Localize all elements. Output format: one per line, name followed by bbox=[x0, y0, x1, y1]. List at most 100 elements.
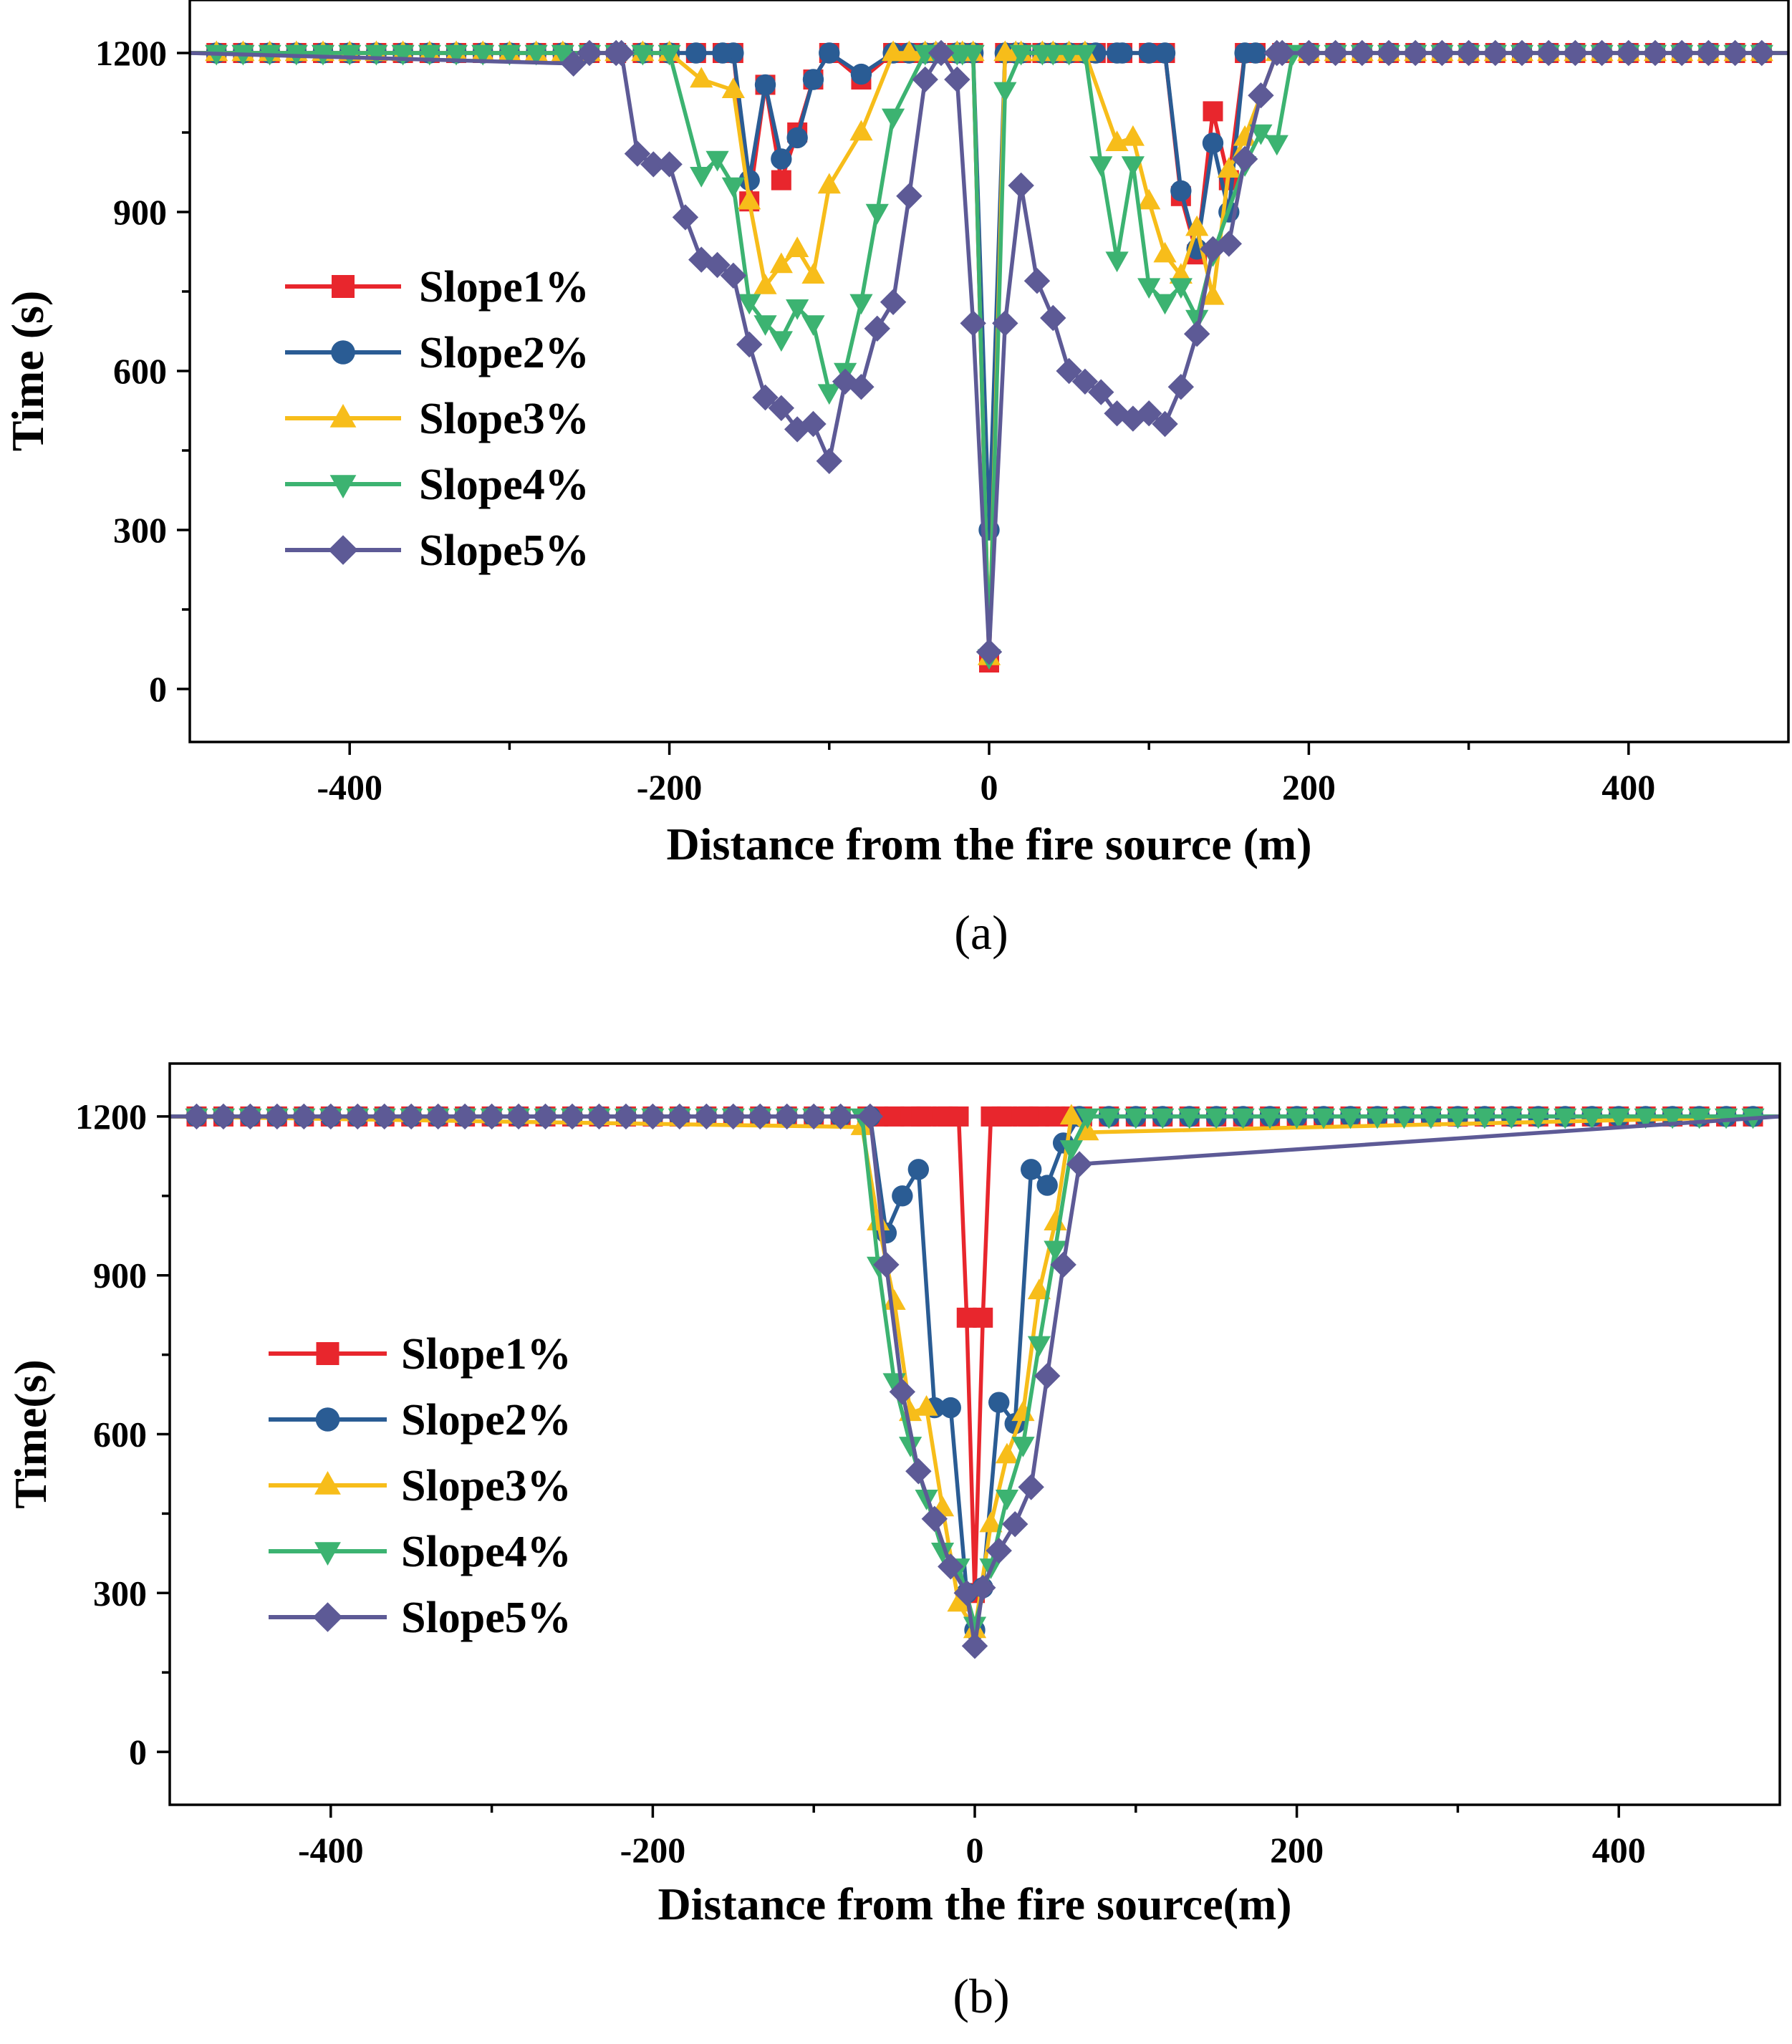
x-tick-label: 0 bbox=[981, 767, 998, 807]
data-point bbox=[736, 331, 763, 358]
y-tick-label: 900 bbox=[113, 192, 167, 232]
data-point bbox=[1349, 39, 1375, 67]
data-point bbox=[930, 1542, 955, 1563]
data-point bbox=[1526, 1108, 1550, 1129]
data-point bbox=[1183, 321, 1210, 347]
data-point bbox=[704, 251, 731, 279]
data-point bbox=[993, 82, 1017, 103]
y-tick-label: 300 bbox=[93, 1573, 147, 1613]
data-point bbox=[1076, 1119, 1099, 1141]
data-point bbox=[988, 1392, 1010, 1413]
legend-marker bbox=[329, 404, 357, 428]
y-tick-label: 0 bbox=[149, 669, 167, 709]
data-point bbox=[672, 204, 699, 231]
y-tick-label: 600 bbox=[113, 351, 167, 391]
y-tick-label: 1200 bbox=[75, 1096, 147, 1137]
data-point bbox=[921, 1505, 948, 1532]
x-tick-label: -400 bbox=[298, 1830, 364, 1870]
data-point bbox=[754, 74, 776, 96]
data-point bbox=[849, 294, 873, 315]
data-point bbox=[753, 315, 777, 336]
data-point bbox=[940, 1397, 961, 1419]
data-point bbox=[1071, 368, 1099, 395]
data-point bbox=[1245, 42, 1266, 64]
data-point bbox=[451, 1103, 478, 1130]
data-point bbox=[1073, 44, 1097, 66]
data-point bbox=[784, 416, 811, 443]
data-point bbox=[1562, 39, 1589, 67]
data-point bbox=[938, 1106, 958, 1127]
x-tick-label: 400 bbox=[1592, 1830, 1646, 1870]
legend-item: Slope4% bbox=[285, 461, 589, 509]
data-point bbox=[898, 1437, 923, 1457]
data-point bbox=[817, 384, 841, 405]
data-point bbox=[1615, 39, 1642, 67]
data-point bbox=[1375, 39, 1402, 67]
data-point bbox=[1169, 278, 1193, 299]
data-point bbox=[1482, 39, 1508, 67]
data-point bbox=[1153, 294, 1177, 315]
panel-label: (a) bbox=[954, 905, 1008, 960]
data-point bbox=[1008, 172, 1034, 199]
x-axis-title: Distance from the fire source(m) bbox=[657, 1879, 1291, 1929]
data-point bbox=[586, 1103, 612, 1130]
data-point bbox=[1036, 1175, 1058, 1196]
data-point bbox=[1154, 42, 1176, 64]
data-point bbox=[976, 639, 1003, 665]
data-point bbox=[1687, 1108, 1711, 1129]
y-axis-title: Time (s) bbox=[2, 291, 53, 452]
data-point bbox=[1151, 1108, 1175, 1129]
y-tick-label: 1200 bbox=[95, 33, 167, 73]
data-point bbox=[1695, 39, 1722, 67]
legend-label: Slope3% bbox=[401, 1462, 572, 1510]
data-point bbox=[371, 1103, 398, 1130]
data-point bbox=[721, 177, 745, 198]
legend: Slope1% Slope2% Slope3% Slope4% Slope5% bbox=[269, 1330, 572, 1642]
panel-label: (b) bbox=[953, 1969, 1009, 2023]
data-point bbox=[1031, 44, 1054, 66]
data-point bbox=[986, 1537, 1012, 1564]
chart-panel-a: -400 -200 0 200 400 0 300 600 900 1200 Distance fr… bbox=[2, 0, 1790, 960]
data-point bbox=[1202, 132, 1224, 154]
data-point bbox=[1607, 1108, 1631, 1129]
data-point bbox=[612, 1103, 640, 1130]
legend-marker bbox=[315, 1407, 340, 1432]
data-point bbox=[801, 1103, 827, 1130]
data-point bbox=[1322, 39, 1349, 67]
data-point bbox=[1258, 1108, 1282, 1129]
data-point bbox=[720, 262, 747, 289]
data-point bbox=[1121, 125, 1145, 146]
data-point bbox=[819, 42, 840, 64]
data-point bbox=[953, 1580, 980, 1606]
data-point bbox=[210, 1103, 237, 1130]
data-point bbox=[1392, 1108, 1416, 1129]
data-point bbox=[1044, 1240, 1067, 1262]
data-point bbox=[769, 252, 793, 274]
x-tick-label: 200 bbox=[1270, 1830, 1324, 1870]
data-point bbox=[880, 289, 907, 315]
x-tick-label: 0 bbox=[966, 1830, 984, 1870]
x-tick-label: -200 bbox=[620, 1830, 686, 1870]
data-point bbox=[264, 1103, 291, 1130]
data-point bbox=[897, 40, 921, 62]
data-point bbox=[882, 1289, 906, 1310]
legend-item: Slope5% bbox=[269, 1594, 572, 1642]
legend-item: Slope4% bbox=[269, 1528, 572, 1576]
data-point bbox=[1170, 180, 1192, 202]
data-point bbox=[771, 170, 791, 191]
data-point bbox=[1311, 1108, 1336, 1129]
data-point bbox=[1153, 241, 1177, 263]
legend-item: Slope2% bbox=[269, 1396, 572, 1445]
data-point bbox=[817, 173, 841, 194]
data-point bbox=[738, 188, 761, 210]
data-point bbox=[832, 368, 859, 395]
data-point bbox=[498, 44, 521, 66]
data-point bbox=[1167, 374, 1195, 400]
data-point bbox=[1088, 379, 1114, 405]
data-point bbox=[345, 1103, 371, 1130]
data-point bbox=[881, 108, 905, 130]
legend-marker bbox=[329, 475, 357, 498]
data-point bbox=[631, 44, 655, 66]
data-point bbox=[1365, 1108, 1389, 1129]
data-point bbox=[1137, 278, 1161, 299]
